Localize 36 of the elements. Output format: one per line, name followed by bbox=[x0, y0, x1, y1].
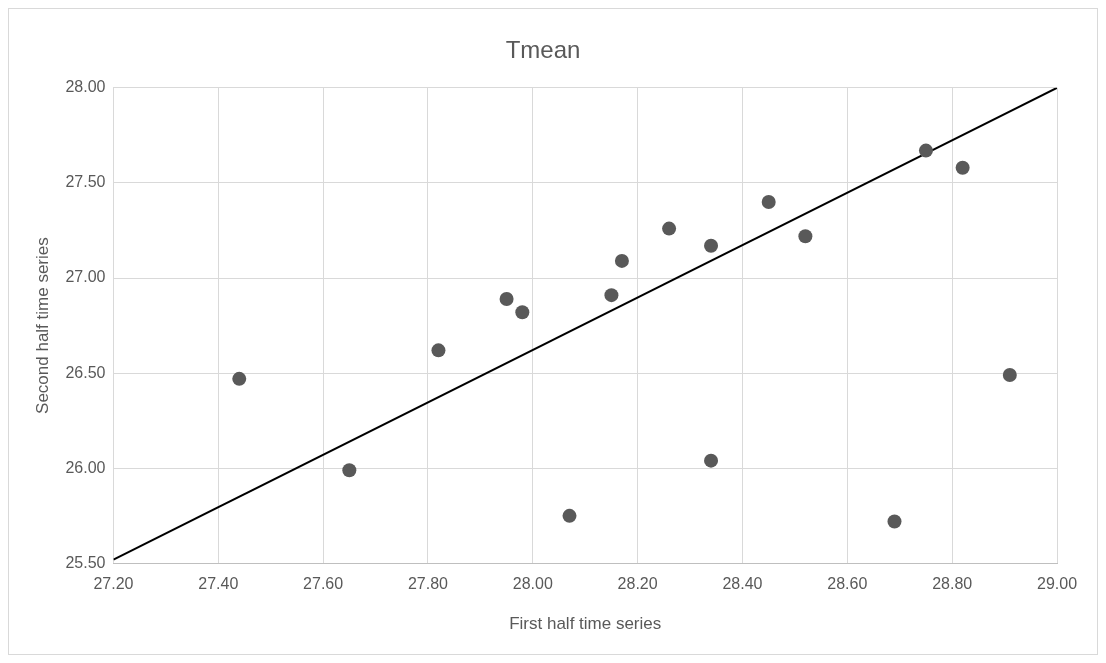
point bbox=[662, 221, 677, 236]
x-tick-label: 28.60 bbox=[827, 575, 868, 593]
point bbox=[761, 194, 776, 209]
point bbox=[704, 453, 719, 468]
y-tick-label: 26.50 bbox=[65, 363, 106, 381]
point bbox=[798, 229, 813, 244]
point bbox=[704, 238, 719, 253]
x-tick-label: 29.00 bbox=[1036, 575, 1078, 593]
x-tick-label: 28.20 bbox=[617, 575, 658, 593]
point bbox=[342, 463, 357, 478]
point bbox=[562, 508, 577, 523]
y-axis-title: Second half time series bbox=[32, 237, 52, 414]
y-tick-label: 26.00 bbox=[65, 458, 106, 476]
point bbox=[918, 143, 933, 158]
x-tick-label: 28.00 bbox=[512, 575, 553, 593]
point bbox=[955, 160, 970, 175]
x-tick-label: 27.20 bbox=[93, 575, 134, 593]
point bbox=[515, 305, 530, 320]
y-tick-label: 27.00 bbox=[65, 268, 106, 286]
x-tick-label: 27.40 bbox=[198, 575, 239, 593]
x-axis-title: First half time series bbox=[509, 614, 662, 634]
x-tick-label: 28.40 bbox=[722, 575, 763, 593]
point bbox=[1002, 368, 1017, 383]
x-tick-label: 28.80 bbox=[932, 575, 973, 593]
point bbox=[604, 288, 619, 303]
point bbox=[232, 371, 247, 386]
point bbox=[887, 514, 902, 529]
y-tick-label: 25.50 bbox=[65, 553, 106, 571]
y-tick-label: 27.50 bbox=[65, 173, 106, 191]
point bbox=[499, 291, 514, 306]
chart-title: Tmean bbox=[505, 36, 581, 64]
x-tick-label: 27.80 bbox=[407, 575, 449, 593]
point bbox=[431, 343, 446, 358]
x-tick-label: 27.60 bbox=[303, 575, 344, 593]
y-tick-label: 28.00 bbox=[65, 78, 106, 96]
point bbox=[614, 253, 629, 268]
